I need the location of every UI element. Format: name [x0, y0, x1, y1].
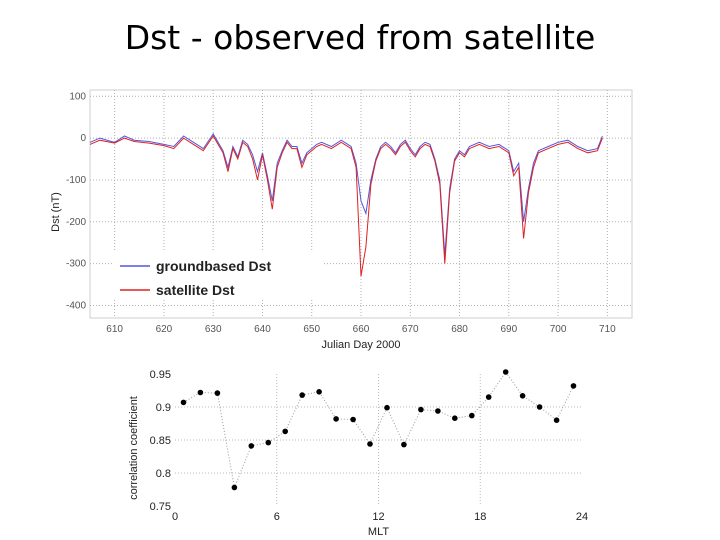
bottom-y-tick-label: 0.95 — [150, 369, 171, 381]
top-y-tick-label: 0 — [80, 133, 86, 144]
bottom-x-axis-label: MLT — [368, 526, 389, 538]
correlation-point — [316, 389, 322, 395]
legend-label-satellite: satellite Dst — [156, 282, 235, 298]
bottom-x-tick-label: 12 — [372, 511, 384, 523]
correlation-point — [231, 484, 238, 491]
top-x-tick-label: 640 — [254, 324, 271, 335]
bottom-y-tick-label: 0.8 — [156, 468, 171, 480]
groundbased-dst-line — [89, 132, 603, 256]
legend-box — [114, 252, 324, 300]
top-y-tick-label: -400 — [66, 300, 86, 311]
correlation-point — [469, 412, 475, 419]
correlation-point — [536, 404, 543, 410]
correlation-point — [452, 415, 458, 422]
top-x-tick-label: 710 — [599, 324, 616, 335]
top-x-tick-label: 650 — [303, 324, 320, 335]
correlation-point — [401, 441, 407, 448]
correlation-point — [180, 399, 187, 406]
top-y-tick-label: -100 — [66, 175, 86, 186]
correlation-point — [248, 443, 255, 449]
correlation-point — [570, 383, 577, 389]
correlation-point — [519, 393, 526, 399]
correlation-point — [485, 394, 492, 400]
correlation-point — [502, 369, 509, 375]
top-y-tick-label: 100 — [69, 91, 86, 102]
correlation-point — [367, 441, 373, 447]
top-x-tick-label: 690 — [500, 324, 517, 335]
correlation-point — [282, 428, 289, 435]
top-x-tick-label: 620 — [156, 324, 173, 335]
bottom-y-tick-label: 0.75 — [150, 501, 171, 513]
slide-title: Dst - observed from satellite — [124, 18, 596, 57]
top-y-tick-label: -300 — [66, 259, 86, 270]
top-x-tick-label: 660 — [353, 324, 370, 335]
bottom-y-axis-label: correlation coefficient — [128, 396, 140, 500]
bottom-x-tick-label: 0 — [172, 511, 178, 523]
top-x-tick-label: 700 — [550, 324, 567, 335]
top-x-axis-label: Julian Day 2000 — [322, 339, 401, 351]
correlation-point — [350, 416, 356, 423]
legend-label-groundbased: groundbased Dst — [156, 258, 271, 274]
correlation-point — [265, 439, 272, 446]
satellite-dst-line — [89, 135, 603, 277]
correlation-point — [384, 404, 390, 411]
top-y-axis-label: Dst (nT) — [50, 192, 62, 232]
correlation-point — [214, 390, 221, 396]
bottom-x-tick-label: 6 — [274, 511, 280, 523]
top-x-tick-label: 680 — [451, 324, 468, 335]
bottom-x-tick-label: 24 — [576, 511, 588, 523]
correlation-point — [299, 392, 306, 398]
top-x-tick-label: 670 — [402, 324, 419, 335]
bottom-x-tick-label: 18 — [474, 511, 486, 523]
correlation-point — [418, 406, 424, 413]
top-x-tick-label: 630 — [205, 324, 222, 335]
bottom-y-tick-label: 0.9 — [156, 402, 171, 414]
bottom-y-tick-label: 0.85 — [150, 435, 171, 447]
correlation-point — [333, 416, 339, 422]
top-y-tick-label: -200 — [66, 217, 86, 228]
top-x-tick-label: 610 — [106, 324, 123, 335]
correlation-point — [435, 408, 441, 414]
correlation-point — [197, 389, 204, 396]
correlation-point — [553, 417, 560, 424]
